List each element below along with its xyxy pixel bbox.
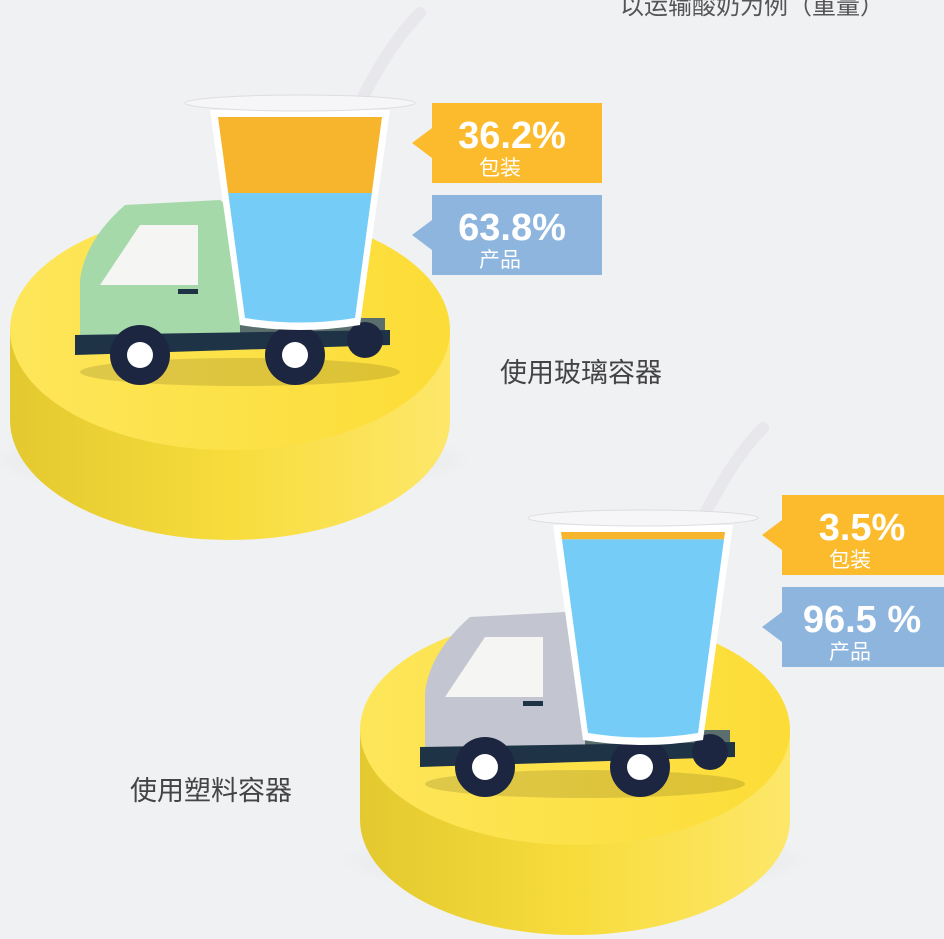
caption: 使用玻璃容器 [500,358,662,389]
cup-rim [185,95,415,111]
title: 以运输酸奶为例（重量） [620,0,884,20]
item-name: 包装 [829,548,871,572]
item-name: 包装 [479,156,521,180]
percent-label: 63.8% [458,207,566,249]
percent-label: 96.5 % [803,599,921,641]
caption: 使用塑料容器 [130,776,292,807]
spoon [360,13,420,103]
hub [627,754,653,780]
item-name: 产品 [829,640,871,664]
packaging-fill [553,532,733,539]
item-name: 产品 [479,248,521,272]
packaging-fill [210,117,390,193]
truck-handle [523,701,543,706]
percent-label: 3.5% [819,507,906,549]
hub [127,342,153,368]
spoon [703,428,763,518]
percent-label: 36.2% [458,115,566,157]
infographic: 以运输酸奶为例（重量） 36.2%包装63.8%产品使用玻璃容器3.5%包装96… [0,0,944,939]
wheel [347,322,383,358]
truck-handle [178,289,198,294]
cup-rim [528,510,758,526]
hub [472,754,498,780]
hub [282,342,308,368]
